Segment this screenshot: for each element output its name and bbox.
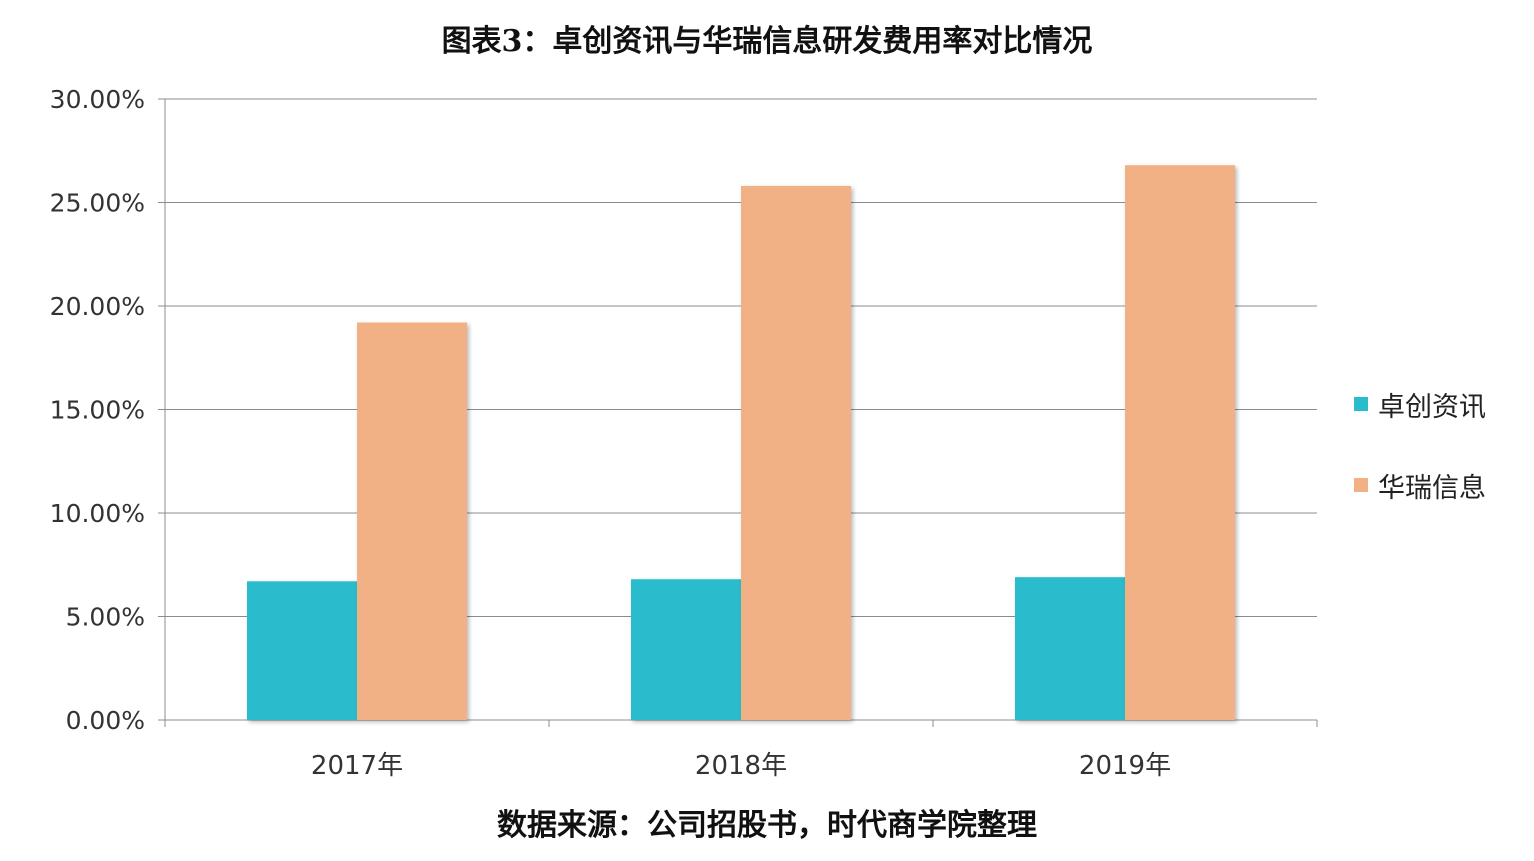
legend-swatch-series-1 [1354, 397, 1368, 411]
bar-series-1-2017年 [247, 581, 357, 720]
bar-series-2-2018年 [741, 185, 851, 720]
legend-item-series-2: 华瑞信息 [1354, 465, 1486, 505]
y-tick-label: 25.00% [50, 189, 145, 218]
chart-source-note: 数据来源：公司招股书，时代商学院整理 [497, 808, 1037, 843]
y-tick-label: 20.00% [50, 292, 145, 321]
bar-series-2-2017年 [357, 322, 467, 720]
bar-series-2-2019年 [1125, 165, 1235, 721]
chart-title: 图表3：卓创资讯与华瑞信息研发费用率对比情况 [441, 24, 1093, 59]
legend-item-series-1: 卓创资讯 [1354, 384, 1486, 424]
y-tick-label: 5.00% [66, 603, 145, 632]
y-tick-label: 0.00% [66, 706, 145, 735]
x-tick-label: 2017年 [311, 751, 403, 781]
y-tick-label: 15.00% [50, 396, 145, 425]
bars [247, 165, 1235, 721]
x-tick-label: 2019年 [1079, 751, 1171, 781]
y-tick-label: 30.00% [50, 85, 145, 114]
legend-label-series-2: 华瑞信息 [1378, 472, 1486, 504]
legend-label-series-1: 卓创资讯 [1378, 391, 1486, 423]
x-tick-label: 2018年 [695, 751, 787, 781]
bar-series-1-2019年 [1015, 577, 1125, 720]
y-tick-label: 10.00% [50, 499, 145, 528]
tick-labels: 0.00% 5.00% 10.00% 15.00% 20.00% 25.00% 30.00%… [50, 85, 1171, 781]
legend: 卓创资讯 华瑞信息 [1354, 384, 1486, 546]
bar-series-1-2018年 [631, 579, 741, 720]
legend-swatch-series-2 [1354, 478, 1368, 492]
